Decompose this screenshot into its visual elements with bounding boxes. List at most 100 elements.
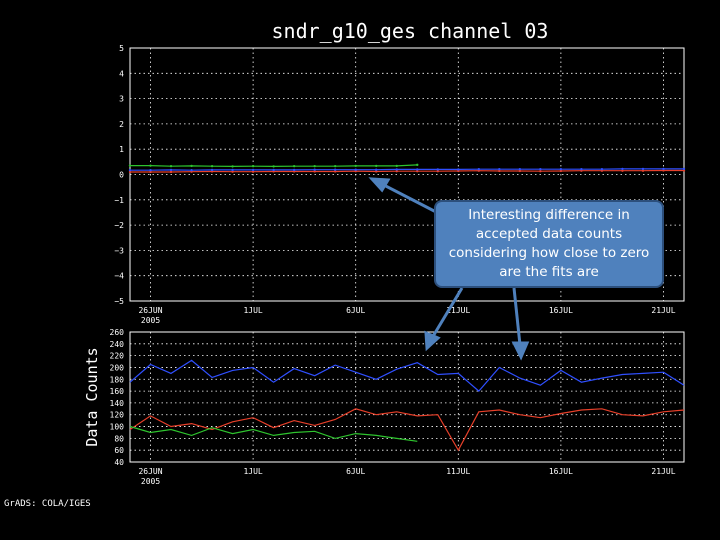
- bias-series-point: [210, 168, 214, 172]
- counts-y-tick-label: 80: [114, 434, 124, 443]
- bias-series-point: [375, 168, 378, 171]
- data-counts-gridlines: [130, 332, 684, 462]
- bias-series: [128, 163, 686, 174]
- bias-series-point: [498, 167, 501, 171]
- bias-x-tick-label: 11JUL: [446, 306, 470, 315]
- bias-series-point: [580, 167, 583, 171]
- counts-y-tick-label: 220: [110, 352, 125, 361]
- bias-series-point: [682, 167, 686, 171]
- bias-y-tick-label: 1: [119, 145, 124, 154]
- counts-x-tick-year: 2005: [141, 477, 160, 486]
- counts-y-tick-label: 40: [114, 458, 124, 467]
- bias-y-tick-label: −5: [114, 297, 124, 306]
- arrow-head-green-counts: [424, 330, 441, 352]
- counts-series-line: [129, 408, 685, 452]
- arrow-to-bias-line: [379, 181, 441, 216]
- chart-title: sndr_g10_ges channel 03: [272, 19, 549, 43]
- bias-series-point: [559, 169, 563, 173]
- bias-series-point: [313, 170, 316, 173]
- grads-credit: GrADS: COLA/IGES: [4, 499, 91, 509]
- counts-y-tick-label: 120: [110, 411, 125, 420]
- counts-series-line: [129, 359, 685, 392]
- bias-series-point: [128, 170, 132, 174]
- bias-series-point: [128, 164, 132, 167]
- bias-series-point: [149, 164, 152, 167]
- bias-series-line: [130, 169, 684, 173]
- bias-series-point: [518, 169, 522, 173]
- bias-y-tick-label: −2: [114, 221, 124, 230]
- bias-series-point: [354, 164, 357, 168]
- bias-series-point: [416, 163, 419, 167]
- bias-series-point: [539, 170, 542, 173]
- bias-series-point: [169, 170, 173, 174]
- bias-series-point: [621, 167, 624, 171]
- bias-series-point: [662, 167, 665, 171]
- bias-series-point: [169, 164, 173, 168]
- data-counts-series: [129, 359, 685, 452]
- counts-x-tick-label: 6JUL: [346, 467, 365, 476]
- bias-series-point: [539, 167, 542, 171]
- bias-series-point: [395, 170, 398, 173]
- bias-series-point: [149, 168, 152, 172]
- bias-series-point: [436, 170, 439, 173]
- bias-series-line: [130, 168, 684, 171]
- bias-series-point: [416, 168, 419, 171]
- bias-series-point: [313, 164, 316, 168]
- data-counts-y-ticks: 260 240 220 200 180 160 140 120 100 80 60 40: [110, 328, 125, 467]
- bias-series-point: [416, 170, 419, 173]
- counts-y-tick-label: 140: [110, 399, 125, 408]
- bias-series-point: [641, 167, 645, 171]
- bias-y-ticks: 5 4 3 2 1 0 −1 −2 −3 −4 −5: [114, 44, 124, 306]
- bias-y-tick-label: 2: [119, 120, 124, 129]
- bias-series-point: [128, 168, 132, 172]
- bias-series-point: [231, 165, 234, 168]
- bias-series-point: [231, 168, 234, 172]
- bias-y-tick-label: 4: [119, 69, 124, 78]
- bias-series-point: [559, 167, 563, 171]
- bias-series-point: [251, 170, 255, 173]
- bias-series-point: [251, 164, 255, 168]
- bias-x-tick-label: 6JUL: [346, 306, 365, 315]
- bias-series-point: [292, 168, 296, 172]
- bias-series-point: [395, 164, 398, 168]
- counts-x-tick-label: 16JUL: [549, 467, 573, 476]
- bias-series-point: [272, 168, 275, 172]
- bias-series-point: [333, 168, 337, 171]
- callout-arrows: [368, 177, 530, 361]
- bias-y-tick-label: 0: [119, 171, 124, 180]
- counts-y-tick-label: 260: [110, 328, 125, 337]
- counts-x-tick-label: 26JUN: [138, 467, 162, 476]
- bias-series-point: [313, 168, 316, 171]
- bias-series-point: [149, 170, 152, 174]
- bias-series-point: [251, 168, 255, 172]
- bias-series-point: [272, 165, 275, 168]
- bias-series-point: [292, 164, 296, 168]
- bias-series-point: [231, 170, 234, 173]
- bias-y-tick-label: −1: [114, 196, 124, 205]
- bias-series-point: [395, 168, 398, 171]
- bias-series-point: [641, 169, 645, 172]
- counts-series-line: [129, 425, 418, 442]
- counts-y-tick-label: 100: [110, 423, 125, 432]
- bias-x-tick-label: 26JUN: [138, 306, 162, 315]
- counts-y-tick-label: 180: [110, 375, 125, 384]
- bias-series-point: [436, 168, 439, 171]
- bias-series-point: [190, 168, 193, 172]
- bias-y-tick-label: 5: [119, 44, 124, 53]
- bias-x-tick-year: 2005: [141, 316, 160, 325]
- bias-series-point: [190, 164, 193, 168]
- arrow-to-green-counts: [430, 287, 464, 339]
- bias-series-point: [457, 168, 460, 171]
- bias-x-tick-label: 1JUL: [243, 306, 262, 315]
- bias-x-tick-label: 16JUL: [549, 306, 573, 315]
- bias-series-point: [333, 170, 337, 173]
- bias-y-tick-label: 3: [119, 95, 124, 104]
- bias-series-point: [169, 168, 173, 172]
- arrow-head-red-dip: [511, 341, 530, 361]
- bias-series-point: [210, 164, 214, 168]
- annotation-callout: Interesting difference in accepted data …: [434, 200, 664, 288]
- data-counts-ylabel: Data Counts: [83, 347, 101, 446]
